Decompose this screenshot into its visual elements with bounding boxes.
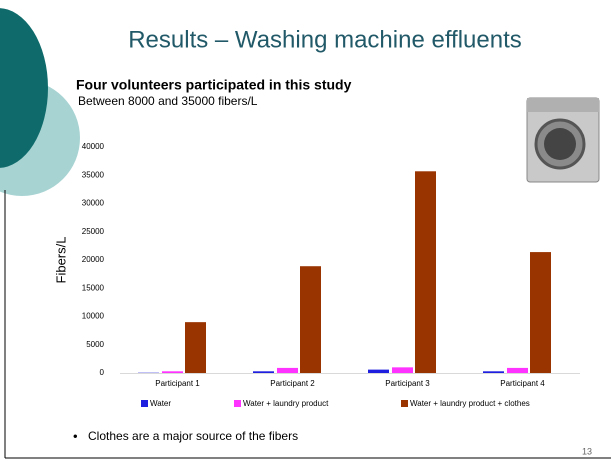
y-tick-label: 30000 [82,199,105,208]
bar [368,370,389,373]
slide: Results – Washing machine effluents Four… [0,0,611,461]
x-tick-label: Participant 1 [155,379,200,388]
bar [507,368,528,373]
bullet: Clothes are a major source of the fibers [88,429,298,443]
bar [415,171,436,373]
subtitle: Four volunteers participated in this stu… [76,77,352,93]
note: Between 8000 and 35000 fibers/L [78,94,258,108]
y-tick-label: 10000 [82,312,105,321]
legend-label: Water + laundry product [243,399,329,408]
legend-swatch [234,400,241,407]
bar [162,371,183,373]
y-tick-label: 0 [100,368,105,377]
y-tick-label: 15000 [82,283,105,292]
bar [392,367,413,373]
bar [483,371,504,373]
x-tick-label: Participant 3 [385,379,430,388]
y-tick-label: 5000 [86,340,104,349]
legend-label: Water [150,399,171,408]
y-axis-label: Fibers/L [53,237,68,284]
y-tick-label: 20000 [82,255,105,264]
x-tick-label: Participant 2 [270,379,315,388]
bar [530,252,551,373]
bar [185,322,206,373]
legend-label: Water + laundry product + clothes [410,399,530,408]
slide-title: Results – Washing machine effluents [128,26,522,53]
y-tick-label: 35000 [82,170,105,179]
bar [277,368,298,373]
y-tick-label: 40000 [82,142,105,151]
washing-machine-icon [527,98,599,182]
legend-swatch [401,400,408,407]
page-number: 13 [582,446,592,456]
y-tick-label: 25000 [82,227,105,236]
bullet-symbol: • [73,428,78,443]
bar [253,371,274,373]
bar [300,266,321,373]
legend-swatch [141,400,148,407]
x-tick-label: Participant 4 [500,379,545,388]
page: Results – Washing machine effluents Four… [0,0,611,461]
